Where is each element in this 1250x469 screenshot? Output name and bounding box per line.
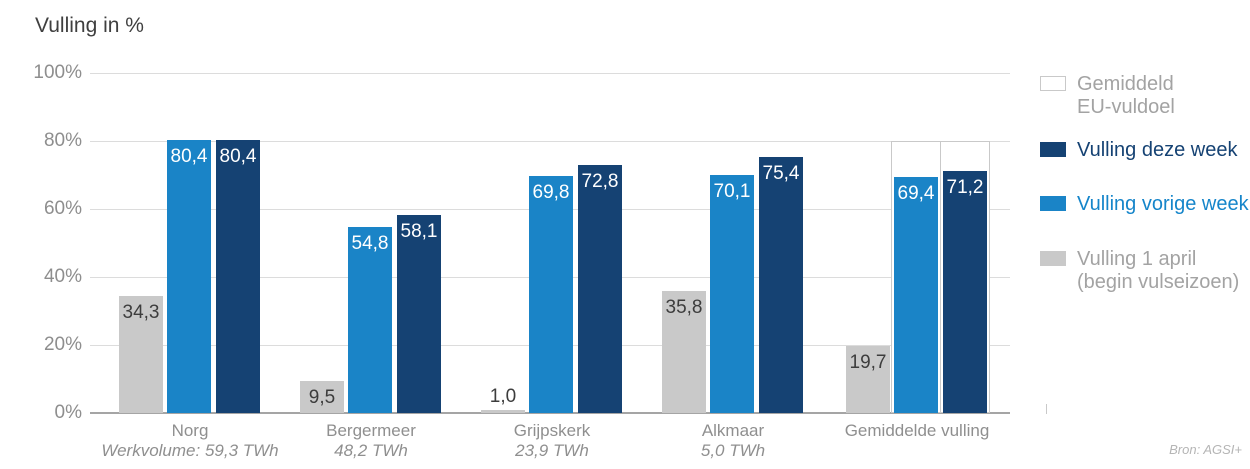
bar-value-label: 70,1 <box>713 180 751 202</box>
legend-label-deze-week: Vulling deze week <box>1077 139 1238 161</box>
bar-april-1 <box>300 380 344 413</box>
bar-value-label: 34,3 <box>122 302 160 324</box>
legend-label-april: Vulling 1 april (begin vulseizoen) <box>1077 248 1240 293</box>
bar-vorige-week-1 <box>348 226 392 413</box>
legend-item-eu-goal: Gemiddeld EU-vuldoel <box>1040 73 1175 119</box>
bar-april-2 <box>481 409 525 413</box>
bar-value-label: 69,4 <box>897 183 935 205</box>
bar-value-label: 80,4 <box>170 145 208 167</box>
gridline-0% <box>90 412 1010 414</box>
y-axis-tick-100%: 100% <box>33 62 82 83</box>
legend-swatch-eu-goal <box>1040 76 1066 91</box>
bar-value-label: 54,8 <box>351 232 389 254</box>
legend-item-vorige-week: Vulling vorige week <box>1040 193 1249 216</box>
bar-deze-week-1 <box>397 215 441 413</box>
bar-deze-week-3 <box>759 156 803 413</box>
bar-april-0 <box>119 296 163 413</box>
y-axis-tick-40%: 40% <box>43 266 82 287</box>
y-axis-tick-0%: 0% <box>54 402 82 423</box>
bar-deze-week-2 <box>578 165 622 413</box>
legend-swatch-april <box>1040 251 1066 266</box>
bar-vorige-week-0 <box>167 139 211 413</box>
bar-value-label: 35,8 <box>665 297 703 319</box>
legend-item-april: Vulling 1 april (begin vulseizoen) <box>1040 248 1239 294</box>
bar-deze-week-4 <box>943 170 987 413</box>
category-label-2: Grijpskerk <box>513 421 591 440</box>
y-axis-tick-20%: 20% <box>43 334 82 355</box>
legend-swatch-vorige-week <box>1040 196 1066 211</box>
bar-value-label: 1,0 <box>489 385 517 407</box>
y-axis-tick-80%: 80% <box>43 130 82 151</box>
y-axis-tick-60%: 60% <box>43 198 82 219</box>
axis-end-tick <box>1046 404 1047 414</box>
source-credit: Bron: AGSI+ <box>1169 442 1242 457</box>
category-label-4: Gemiddelde vulling <box>844 421 990 440</box>
bar-vorige-week-4 <box>894 177 938 413</box>
bar-deze-week-0 <box>216 139 260 413</box>
bar-value-label: 71,2 <box>946 176 984 198</box>
bar-value-label: 75,4 <box>762 162 800 184</box>
legend-label-vorige-week: Vulling vorige week <box>1077 193 1249 215</box>
bar-value-label: 9,5 <box>308 386 336 408</box>
category-subtitle-1: 48,2 TWh <box>334 441 408 460</box>
gridline-80% <box>90 141 1010 142</box>
category-subtitle-0: Werkvolume: 59,3 TWh <box>101 441 279 460</box>
bar-value-label: 69,8 <box>532 181 570 203</box>
gridline-100% <box>90 73 1010 74</box>
bar-april-3 <box>662 291 706 413</box>
category-label-1: Bergermeer <box>326 421 416 440</box>
bar-vorige-week-3 <box>710 174 754 413</box>
legend-item-deze-week: Vulling deze week <box>1040 139 1237 162</box>
category-subtitle-2: 23,9 TWh <box>515 441 589 460</box>
bar-value-label: 72,8 <box>581 171 619 193</box>
category-subtitle-3: 5,0 TWh <box>700 441 766 460</box>
legend-swatch-deze-week <box>1040 142 1066 157</box>
chart-title: Vulling in % <box>35 14 144 37</box>
bar-value-label: 80,4 <box>219 145 257 167</box>
legend-label-eu-goal: Gemiddeld EU-vuldoel <box>1077 73 1175 118</box>
category-label-0: Norg <box>171 421 209 440</box>
bar-vorige-week-2 <box>529 175 573 413</box>
category-label-3: Alkmaar <box>701 421 765 440</box>
bar-value-label: 58,1 <box>400 221 438 243</box>
bar-april-4 <box>846 346 890 413</box>
bar-value-label: 19,7 <box>849 352 887 374</box>
